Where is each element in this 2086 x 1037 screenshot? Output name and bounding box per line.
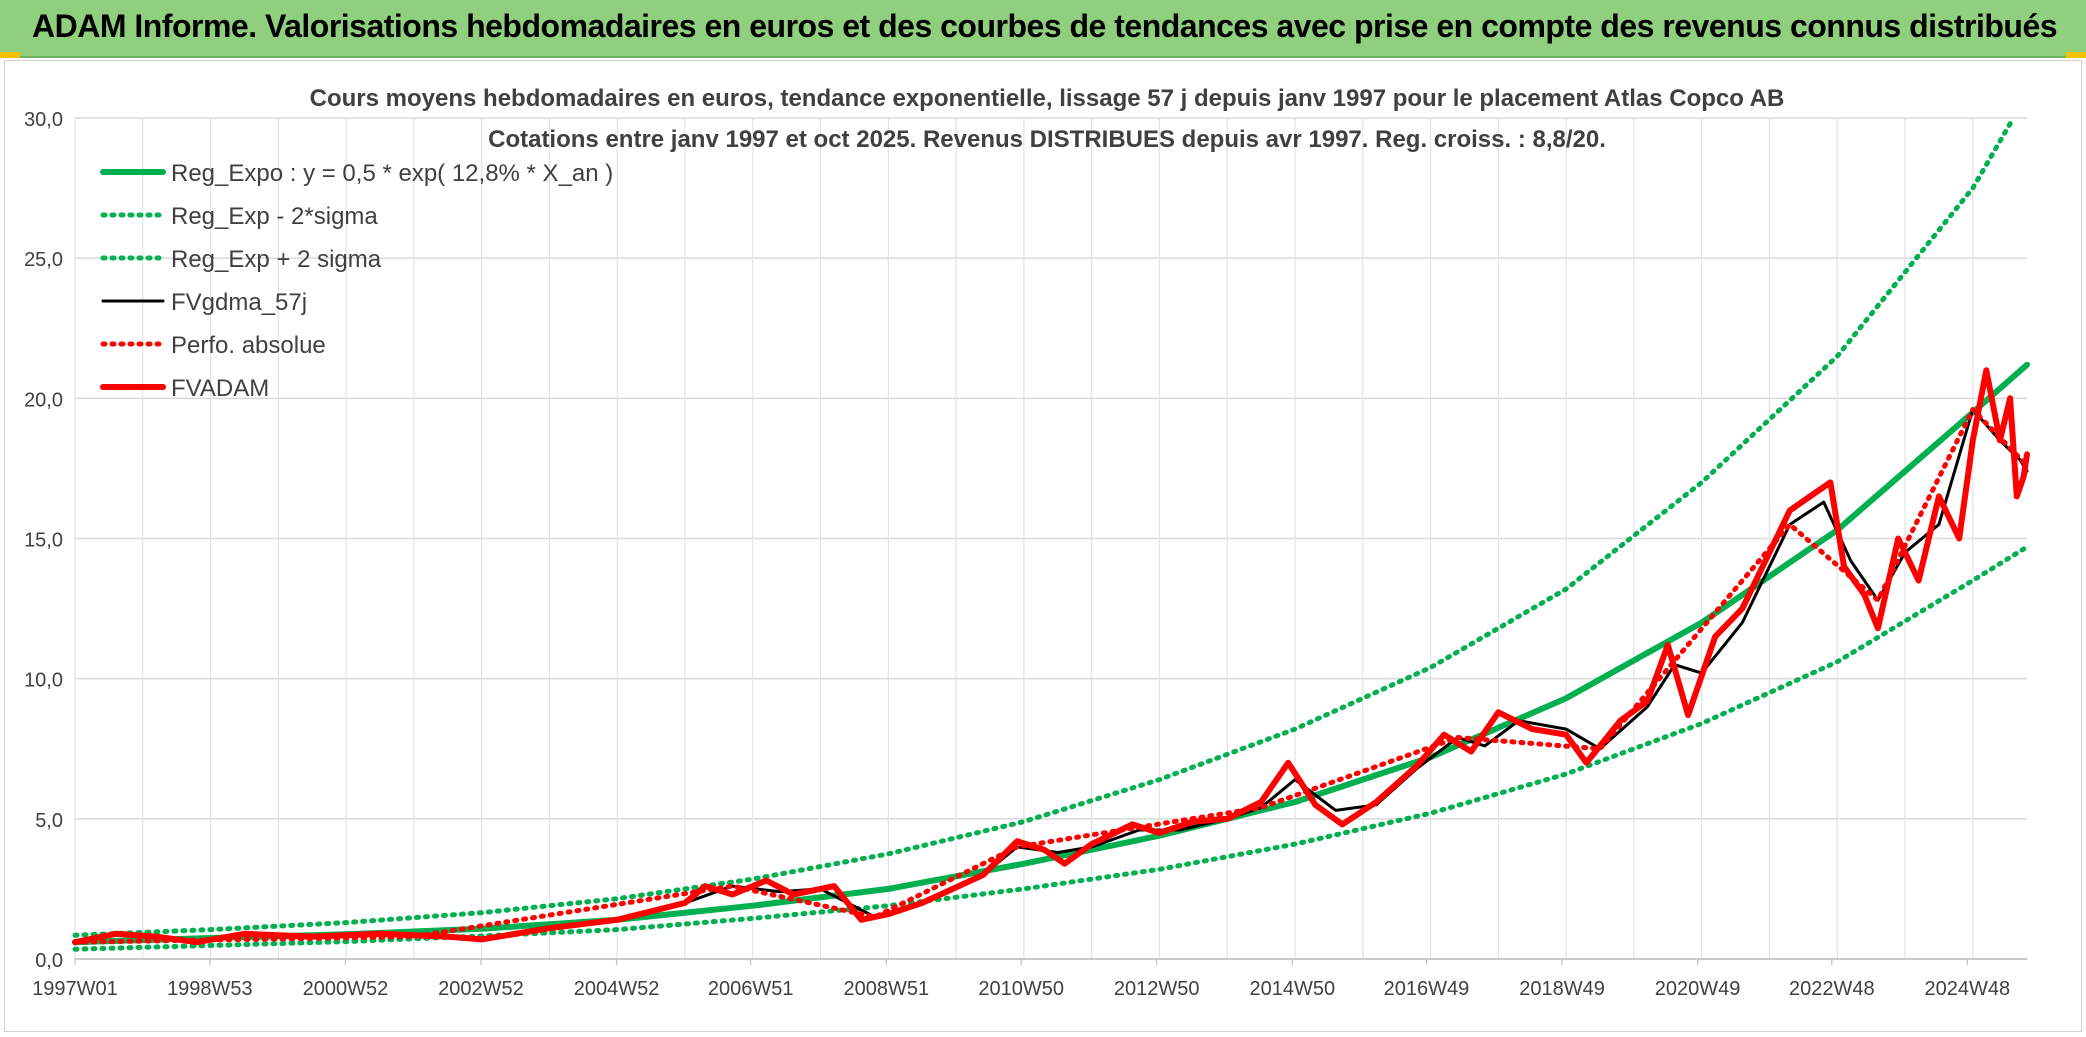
series-layer [72, 115, 2030, 952]
legend-label: Reg_Expo : y = 0,5 * exp( 12,8% * X_an ) [171, 160, 613, 187]
series-line-1 [72, 544, 2030, 952]
series-line-3 [73, 408, 2029, 944]
banner-corner-right [2066, 52, 2086, 58]
series-line-0 [72, 361, 2030, 946]
x-tick-label: 1998W53 [167, 978, 253, 1000]
chart-title: Cours moyens hebdomadaires en euros, ten… [310, 85, 1785, 112]
chart-svg: 0,0 5,0 10,0 15,0 20,0 25,0 30,0 1997W01 1998W5… [24, 85, 2030, 1000]
chart-subtitle: Cotations entre janv 1997 et oct 2025. R… [488, 126, 1606, 153]
x-tick-label: 2018W49 [1519, 978, 1605, 1000]
y-tick-label: 15,0 [24, 530, 63, 552]
y-tick-label: 30,0 [24, 109, 63, 131]
y-tick-label: 25,0 [24, 249, 63, 271]
x-tick-label: 2022W48 [1789, 978, 1875, 1000]
y-tick-label: 5,0 [35, 810, 63, 832]
legend-label: Reg_Exp + 2 sigma [171, 246, 382, 273]
legend: Reg_Expo : y = 0,5 * exp( 12,8% * X_an )… [100, 160, 613, 402]
x-tick-label: 2024W48 [1925, 978, 2011, 1000]
series-line-4 [72, 407, 2030, 945]
legend-label: FVgdma_57j [171, 289, 307, 316]
y-tick-label: 10,0 [24, 670, 63, 692]
x-tick-label: 2016W49 [1384, 978, 1470, 1000]
banner-title: ADAM Informe. Valorisations hebdomadaire… [32, 8, 2058, 44]
grid-lines [74, 117, 2027, 960]
x-tick-label: 2008W51 [843, 978, 929, 1000]
x-tick-label: 2010W50 [978, 978, 1064, 1000]
legend-label: Reg_Exp - 2*sigma [171, 203, 378, 230]
y-tick-label: 0,0 [35, 950, 63, 972]
series-line-2 [72, 115, 2016, 938]
legend-label: Perfo. absolue [171, 332, 326, 359]
x-tick-label: 2020W49 [1655, 978, 1741, 1000]
x-tick-label: 2002W52 [438, 978, 524, 1000]
y-tick-label: 20,0 [24, 389, 63, 411]
x-axis: 1997W01 1998W53 2000W52 2002W52 2004W52 2006W… [32, 958, 2027, 1000]
x-tick-label: 2000W52 [303, 978, 389, 1000]
report-banner: ADAM Informe. Valorisations hebdomadaire… [0, 0, 2086, 58]
x-tick-label: 2006W51 [708, 978, 794, 1000]
x-tick-label: 1997W01 [32, 978, 118, 1000]
chart-frame: 0,0 5,0 10,0 15,0 20,0 25,0 30,0 1997W01 1998W5… [4, 60, 2082, 1032]
x-tick-label: 2004W52 [574, 978, 660, 1000]
y-axis: 0,0 5,0 10,0 15,0 20,0 25,0 30,0 [24, 109, 63, 972]
legend-label: FVADAM [171, 375, 269, 402]
x-tick-label: 2012W50 [1114, 978, 1200, 1000]
x-tick-label: 2014W50 [1249, 978, 1335, 1000]
series-line-5 [72, 367, 2030, 946]
banner-corner-left [0, 52, 20, 58]
